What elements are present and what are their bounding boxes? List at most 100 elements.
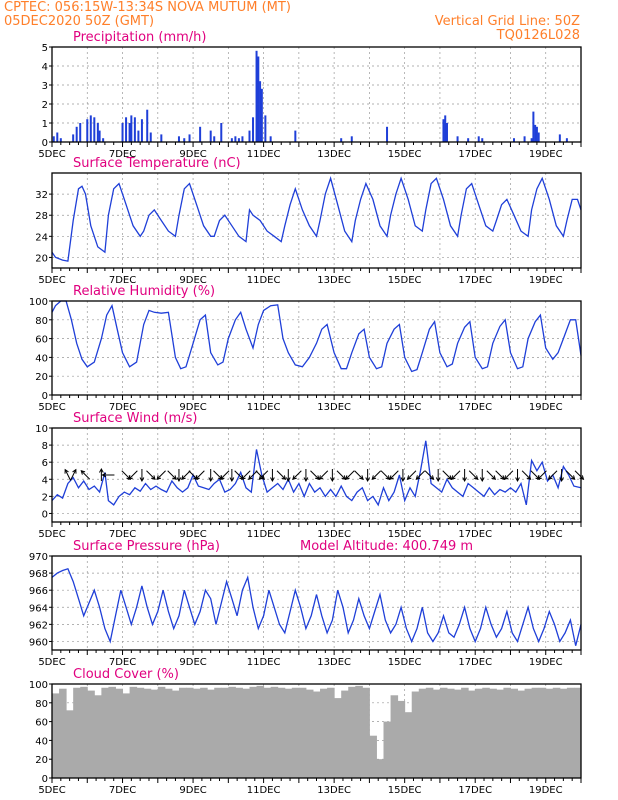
rh-xtick-label: 11DEC: [247, 402, 281, 413]
precip-bar: [523, 136, 526, 142]
precip-bar: [294, 130, 297, 142]
wind-xtick-label: 5DEC: [38, 529, 65, 540]
cloud-bar: [327, 687, 335, 778]
precip-bar: [149, 132, 152, 142]
precip-bar: [340, 138, 343, 142]
cloud-bar: [355, 685, 363, 778]
precip-bar: [256, 88, 259, 142]
precip-bar: [93, 117, 96, 142]
wind-vector-head: [537, 475, 542, 480]
pres-ytick-label: 970: [29, 552, 48, 563]
rh-xtick-label: 19DEC: [529, 402, 563, 413]
cloud-bar: [59, 688, 67, 778]
temp-xtick-label: 19DEC: [529, 275, 563, 286]
precip-panel: Precipitation (mm/h) 0 1 2 3 4 5 5DEC 7DEC 9DEC 11…: [38, 30, 582, 160]
temp-series-line: [51, 176, 582, 262]
precip-bar: [209, 130, 212, 142]
wind-ytick-label: 4: [42, 475, 48, 486]
wind-vector-head: [450, 475, 456, 480]
precip-bar: [530, 138, 533, 142]
wind-vector: [220, 470, 230, 480]
wind-vector-head: [208, 477, 214, 483]
cloud-bar: [207, 689, 215, 778]
wind-vector: [336, 470, 346, 480]
precip-ytick-label: 3: [42, 81, 48, 92]
rh-ytick-label: 0: [42, 391, 48, 402]
wind-vector: [442, 470, 452, 480]
wind-vector-head: [559, 477, 564, 483]
wind-vector: [486, 470, 496, 480]
wind-vector-head: [181, 475, 186, 480]
wind-ytick-label: 10: [35, 424, 48, 435]
wind-vector-head: [172, 475, 177, 480]
cloud-bar: [270, 686, 279, 778]
wind-series-line: [51, 440, 582, 507]
wind-vector: [451, 470, 461, 480]
pres-ytick-label: 960: [29, 637, 48, 648]
cloud-ytick-label: 0: [42, 774, 48, 785]
cloud-ytick-label: 60: [35, 718, 48, 729]
precip-bar: [102, 138, 105, 142]
precip-bar: [56, 132, 59, 142]
cloud-bar: [235, 687, 243, 778]
rh-ytick-label: 80: [35, 316, 48, 327]
cloud-bar: [291, 687, 300, 778]
cloud-bar: [559, 688, 568, 778]
precip-xtick-label: 17DEC: [458, 149, 492, 160]
wind-vector: [371, 470, 382, 480]
wind-vector-head: [303, 477, 309, 483]
cloud-bar: [538, 687, 547, 778]
precip-bar: [146, 109, 149, 142]
precip-xtick-label: 15DEC: [388, 149, 422, 160]
cloud-frame: [51, 683, 582, 779]
rh-xtick-label: 7DEC: [109, 402, 136, 413]
rh-title: Relative Humidity (%): [73, 284, 215, 299]
wind-ytick-label: 2: [42, 492, 48, 503]
pres-xtick-label: 19DEC: [529, 657, 563, 668]
cloud-bar: [242, 688, 250, 778]
cloud-bar: [390, 695, 399, 778]
cloud-bar: [284, 688, 293, 778]
cloud-bar: [305, 689, 314, 778]
cloud-bar: [73, 687, 81, 778]
wind-vector-head: [547, 475, 553, 480]
precip-bar: [269, 136, 272, 142]
precip-bar: [444, 115, 447, 142]
wind-vector: [292, 470, 302, 480]
wind-vector-head: [240, 475, 246, 480]
cloud-xtick-label: 13DEC: [317, 785, 351, 796]
cloud-bar: [150, 689, 159, 778]
wind-vector: [64, 469, 72, 481]
cloud-bar: [94, 695, 102, 778]
wind-vector-head: [435, 477, 441, 483]
temp-ytick-label: 20: [35, 253, 48, 264]
wind-vector-head: [229, 477, 235, 483]
wind-vector: [128, 470, 138, 480]
wind-vector: [548, 470, 558, 480]
wind-xtick-label: 7DEC: [109, 529, 136, 540]
wind-vector: [504, 470, 514, 480]
wind-vector-head: [258, 475, 264, 480]
wind-vector-head: [491, 475, 497, 480]
precip-bar: [140, 119, 143, 142]
wind-vector-head: [151, 475, 156, 480]
precip-bar: [257, 56, 260, 142]
cloud-bar: [312, 691, 321, 778]
rh-xtick-label: 5DEC: [38, 402, 65, 413]
wind-xtick-label: 19DEC: [529, 529, 563, 540]
cloud-ytick-label: 20: [35, 755, 48, 766]
wind-vector: [574, 470, 584, 480]
wind-vector-head: [139, 477, 145, 483]
wind-vector-head: [128, 475, 133, 480]
precip-bar: [72, 134, 75, 142]
cloud-xtick-label: 9DEC: [179, 785, 206, 796]
pres-xtick-label: 15DEC: [388, 657, 422, 668]
rh-ytick-label: 20: [35, 372, 48, 383]
wind-xtick-label: 9DEC: [179, 529, 206, 540]
wind-vector-head: [292, 475, 297, 480]
wind-xtick-label: 13DEC: [317, 529, 351, 540]
precip-bar: [213, 136, 216, 142]
precip-bar: [230, 138, 233, 142]
cloud-xtick-label: 7DEC: [109, 785, 136, 796]
